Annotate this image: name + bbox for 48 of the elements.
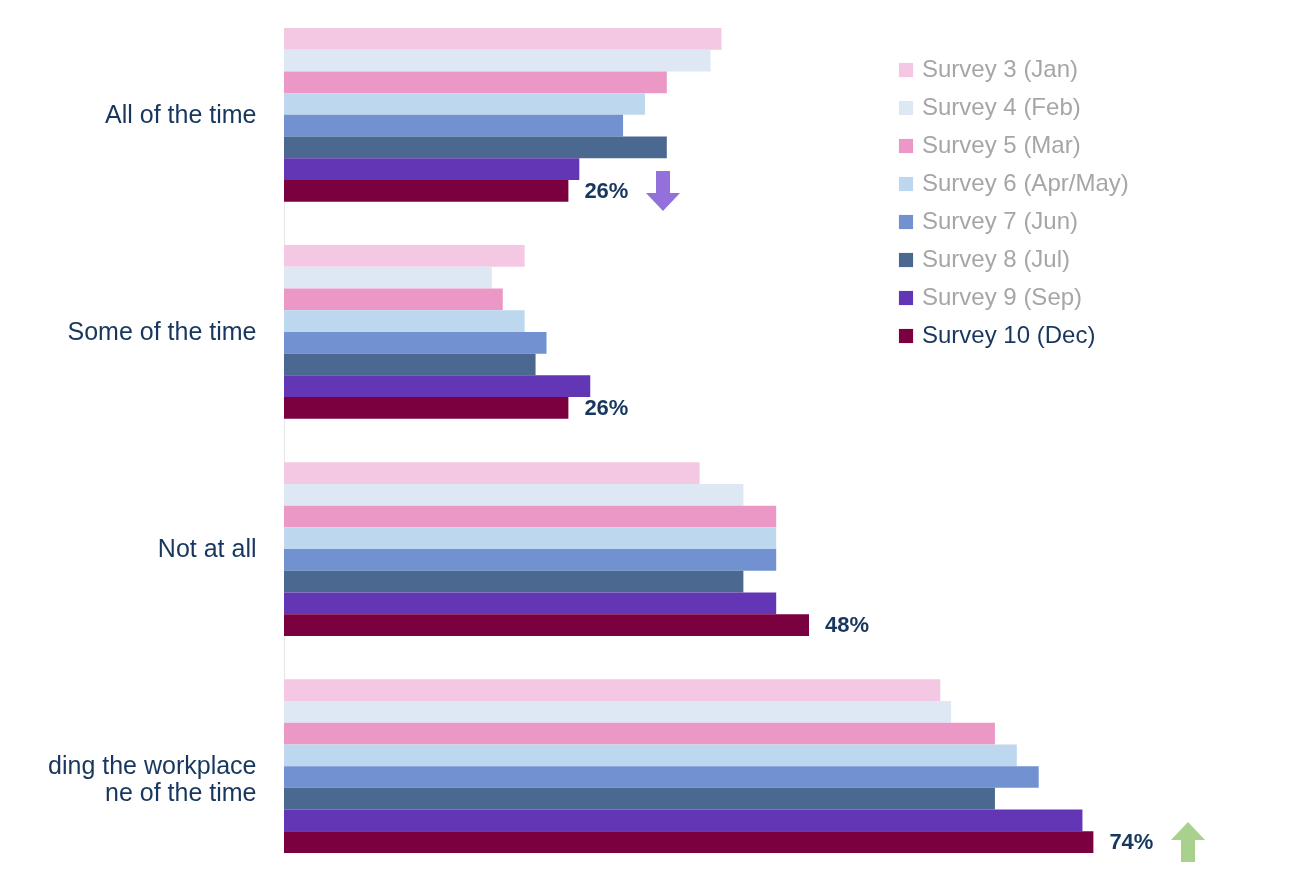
bar (284, 679, 941, 702)
bar (284, 375, 591, 398)
bar (284, 93, 645, 115)
legend-label: Survey 7 (Jun) (922, 207, 1079, 234)
bar (284, 158, 580, 180)
bar (284, 114, 624, 137)
bar (284, 28, 722, 50)
bar (284, 722, 995, 745)
bar (284, 831, 1094, 853)
bar (284, 766, 1039, 788)
bar (284, 701, 952, 723)
data-label: 74% (1109, 829, 1154, 855)
bar (284, 353, 536, 376)
bar (284, 136, 667, 159)
legend-label: Survey 9 (Sep) (922, 283, 1083, 310)
bar (284, 397, 569, 419)
bar (284, 331, 547, 354)
data-label: 26% (584, 177, 629, 203)
bar (284, 744, 1017, 767)
bar (284, 310, 525, 332)
bar (284, 614, 809, 636)
bar (284, 809, 1083, 832)
y-tick-label: All of the time (105, 99, 257, 128)
bar (284, 49, 711, 72)
data-label: 48% (825, 612, 870, 638)
y-tick-label: ding the workplace ne of the time (48, 751, 257, 807)
legend-label: Survey 5 (Mar) (922, 131, 1081, 158)
legend-label: Survey 6 (Apr/May) (922, 169, 1129, 196)
legend-label: Survey 10 (Dec) (922, 321, 1096, 348)
bar (284, 245, 525, 267)
bar (284, 483, 744, 506)
bar (284, 288, 503, 311)
data-label: 26% (584, 394, 629, 420)
legend-label: Survey 8 (Jul) (922, 245, 1071, 272)
y-tick-label: Not at all (157, 534, 257, 563)
bar (284, 505, 777, 528)
bar (284, 266, 492, 289)
bar (284, 179, 569, 202)
bar (284, 462, 700, 484)
legend-label: Survey 3 (Jan) (922, 55, 1079, 82)
bar (284, 592, 777, 615)
y-tick-label: Some of the time (67, 316, 257, 345)
legend-label: Survey 4 (Feb) (922, 93, 1081, 120)
bar (284, 549, 777, 571)
bar (284, 787, 995, 810)
bar (284, 570, 744, 593)
bar (284, 527, 777, 550)
bar (284, 71, 667, 94)
